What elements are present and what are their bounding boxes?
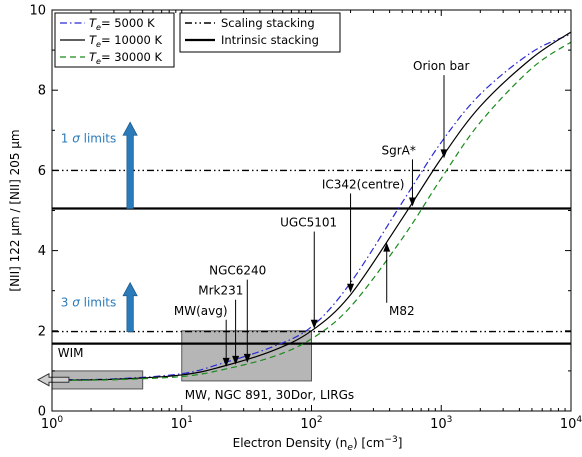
- x-axis-label-sup: −3: [384, 435, 397, 445]
- x-tick-exp: 2: [317, 415, 323, 425]
- limit-lines: [52, 169, 571, 345]
- legend-label-suffix: = 30000 K: [101, 50, 163, 64]
- annotation-label: Mrk231: [198, 284, 243, 298]
- series-line: [51, 33, 572, 381]
- annotation-arrow-head: [408, 197, 416, 207]
- x-axis-label-main: Electron Density (n: [233, 436, 348, 450]
- y-tick-label: 4: [38, 244, 46, 259]
- legend-box: [179, 12, 341, 53]
- x-tick-base: 10: [300, 417, 317, 432]
- left-arrow: [36, 372, 70, 387]
- legend-label: Te= 5000 K: [89, 16, 155, 32]
- annotation-arrow-head: [383, 242, 391, 252]
- x-tick-exp: 3: [447, 415, 453, 425]
- limit-label-suffix: limits: [80, 131, 116, 145]
- annotation-arrow-head: [347, 283, 355, 293]
- x-axis-label-tail: ) [cm: [353, 436, 384, 450]
- x-tick-base: 10: [560, 417, 577, 432]
- x-tick-label: 102: [300, 415, 322, 432]
- legend-label: Te= 30000 K: [89, 50, 162, 66]
- annotation-label: Orion bar: [413, 59, 469, 73]
- legend-label-sub: e: [96, 40, 101, 49]
- legend-label: Te= 10000 K: [89, 33, 162, 49]
- y-axis-label: [NII] 122 μm / [NII] 205 μm: [8, 129, 22, 291]
- x-tick-label: 101: [171, 415, 193, 432]
- y-tick-label: 8: [38, 84, 46, 99]
- x-tick-exp: 4: [576, 415, 582, 425]
- annotation-label: IC342(centre): [322, 177, 405, 191]
- x-tick-label: 103: [430, 415, 452, 432]
- limit-up-arrow: [122, 281, 138, 333]
- limit-up-arrow: [122, 121, 138, 209]
- limit-label-sigma: σ: [72, 296, 80, 310]
- annotation-arrow-head: [310, 319, 318, 329]
- x-tick-label: 104: [560, 415, 582, 432]
- x-axis-label: Electron Density (ne) [cm−3]: [233, 435, 403, 453]
- x-tick-base: 10: [171, 417, 188, 432]
- legend: Te= 5000 KTe= 10000 KTe= 30000 KScaling …: [54, 12, 341, 68]
- annotation-arrow-head: [232, 355, 240, 365]
- annotation-arrow-head: [440, 149, 448, 159]
- y-tick-label: 6: [38, 164, 46, 179]
- annotation-arrow-head: [243, 353, 251, 363]
- legend-label: Intrinsic stacking: [221, 33, 319, 47]
- annotation-label: UGC5101: [280, 216, 337, 230]
- annotation-label: MW(avg): [174, 304, 228, 318]
- annotation-label: NGC6240: [209, 264, 266, 278]
- series-lines: [51, 31, 572, 382]
- y-tick-label: 2: [38, 324, 46, 339]
- limit-label-prefix: 3: [61, 296, 72, 310]
- x-tick-exp: 1: [187, 415, 193, 425]
- series-line: [51, 31, 572, 381]
- legend-label-suffix: = 10000 K: [101, 33, 163, 47]
- limit-label: 3 σ limits: [61, 296, 117, 310]
- x-tick-label: 100: [41, 415, 64, 432]
- x-tick-base: 10: [430, 417, 447, 432]
- x-axis-label-sub: e: [347, 443, 353, 453]
- series-line: [51, 41, 572, 382]
- annotation-label: M82: [389, 304, 415, 318]
- y-tick-label: 0: [38, 405, 46, 420]
- legend-label-sub: e: [96, 57, 101, 66]
- y-tick-label: 10: [29, 4, 46, 19]
- annotation-arrow-head: [222, 357, 230, 367]
- x-tick-base: 10: [41, 417, 58, 432]
- legend-label: Scaling stacking: [221, 16, 315, 30]
- annotation-label: SgrA*: [382, 143, 416, 157]
- x-tick-exp: 0: [57, 415, 63, 425]
- annotation-arrows: [36, 75, 448, 387]
- limit-label-suffix: limits: [80, 296, 116, 310]
- limit-label: 1 σ limits: [61, 131, 117, 145]
- legend-label-prefix: T: [89, 50, 97, 64]
- legend-label-prefix: T: [89, 33, 97, 47]
- x-axis-label-end: ]: [398, 436, 403, 450]
- limit-label-prefix: 1: [61, 131, 72, 145]
- limit-label-sigma: σ: [72, 131, 80, 145]
- legend-label-prefix: T: [89, 16, 97, 30]
- legend-label-sub: e: [96, 23, 101, 32]
- region-label: MW, NGC 891, 30Dor, LIRGs: [185, 388, 354, 402]
- legend-label-suffix: = 5000 K: [101, 16, 155, 30]
- region-label: WIM: [58, 346, 84, 360]
